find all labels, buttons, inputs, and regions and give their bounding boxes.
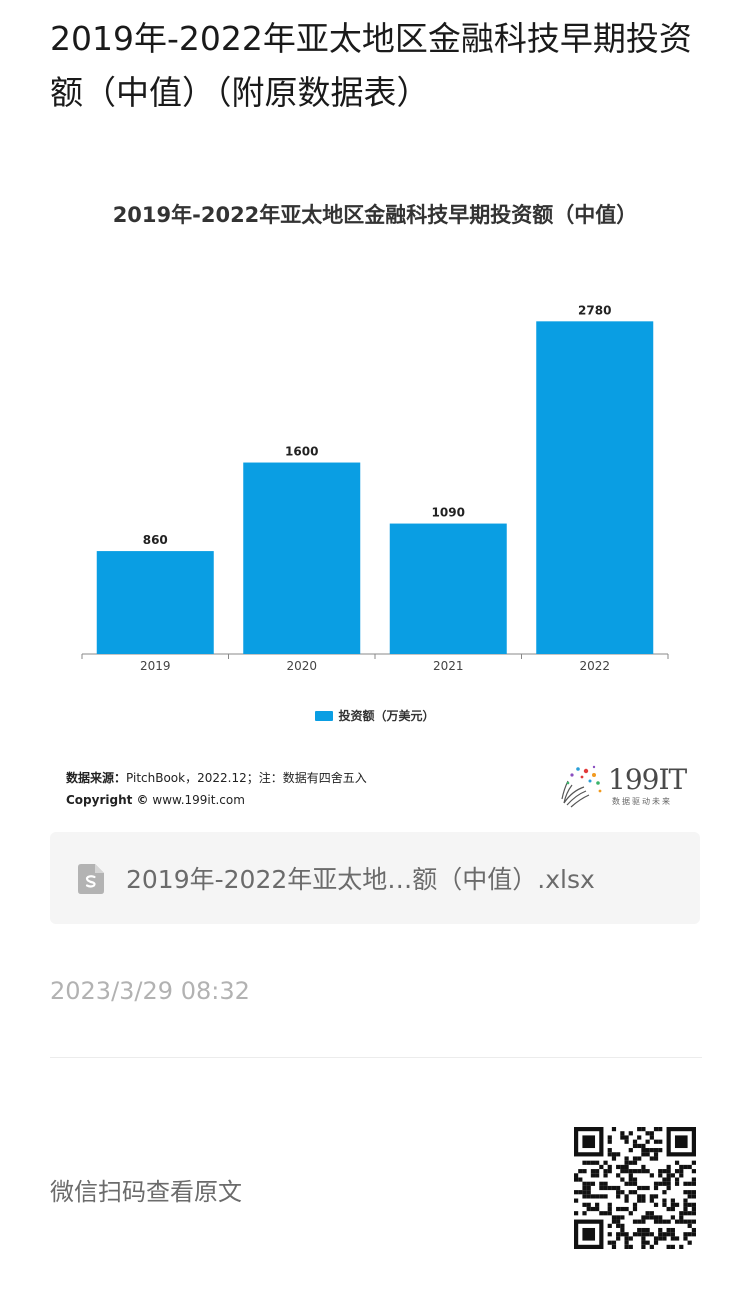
x-tick-label: 2022 bbox=[579, 659, 610, 673]
chart-image: 2019年-2022年亚太地区金融科技早期投资额（中值） 860 2019 1600… bbox=[50, 175, 700, 815]
bar bbox=[536, 321, 654, 654]
spreadsheet-file-icon bbox=[78, 864, 104, 894]
logo-mark-icon bbox=[561, 765, 602, 808]
qr-code-icon[interactable] bbox=[574, 1127, 696, 1249]
bar-chart: 860 2019 1600 2020 1090 2021 2780 2022 bbox=[81, 303, 669, 673]
chart-source: 数据来源：PitchBook，2022.12；注：数据有四舍五入 Copyrig… bbox=[66, 767, 367, 811]
legend-label: 投资额（万美元） bbox=[338, 709, 435, 723]
x-tick-label: 2021 bbox=[433, 659, 464, 673]
page-title: 2019年-2022年亚太地区金融科技早期投资额（中值）（附原数据表） bbox=[50, 19, 692, 112]
brand-logo: 199IT 数据驱动未来 bbox=[558, 763, 698, 809]
source-text: PitchBook，2022.12；注：数据有四舍五入 bbox=[126, 771, 367, 785]
x-tick-label: 2019 bbox=[140, 659, 171, 673]
data-label: 2780 bbox=[578, 303, 611, 317]
data-label: 1090 bbox=[432, 506, 465, 520]
copyright-label: Copyright © bbox=[66, 793, 149, 807]
bar bbox=[389, 523, 507, 654]
logo-tagline: 数据驱动未来 bbox=[612, 797, 672, 806]
chart-legend: 投资额（万美元） bbox=[50, 707, 700, 724]
bar bbox=[96, 551, 214, 654]
chart-title: 2019年-2022年亚太地区金融科技早期投资额（中值） bbox=[112, 203, 638, 227]
copyright-text: www.199it.com bbox=[152, 793, 245, 807]
post-timestamp: 2023/3/29 08:32 bbox=[50, 977, 250, 1005]
data-label: 1600 bbox=[285, 445, 318, 459]
data-label: 860 bbox=[143, 533, 168, 547]
attachment-filename[interactable]: 2019年-2022年亚太地…额（中值）.xlsx bbox=[126, 865, 595, 894]
source-label: 数据来源： bbox=[66, 771, 127, 785]
logo-text: 199IT bbox=[608, 763, 687, 796]
legend-swatch bbox=[315, 710, 334, 721]
divider bbox=[50, 1057, 702, 1058]
bar bbox=[243, 462, 361, 654]
x-tick-label: 2020 bbox=[286, 659, 317, 673]
attachment-file[interactable]: 2019年-2022年亚太地…额（中值）.xlsx bbox=[50, 832, 700, 924]
qr-caption: 微信扫码查看原文 bbox=[50, 1178, 242, 1206]
